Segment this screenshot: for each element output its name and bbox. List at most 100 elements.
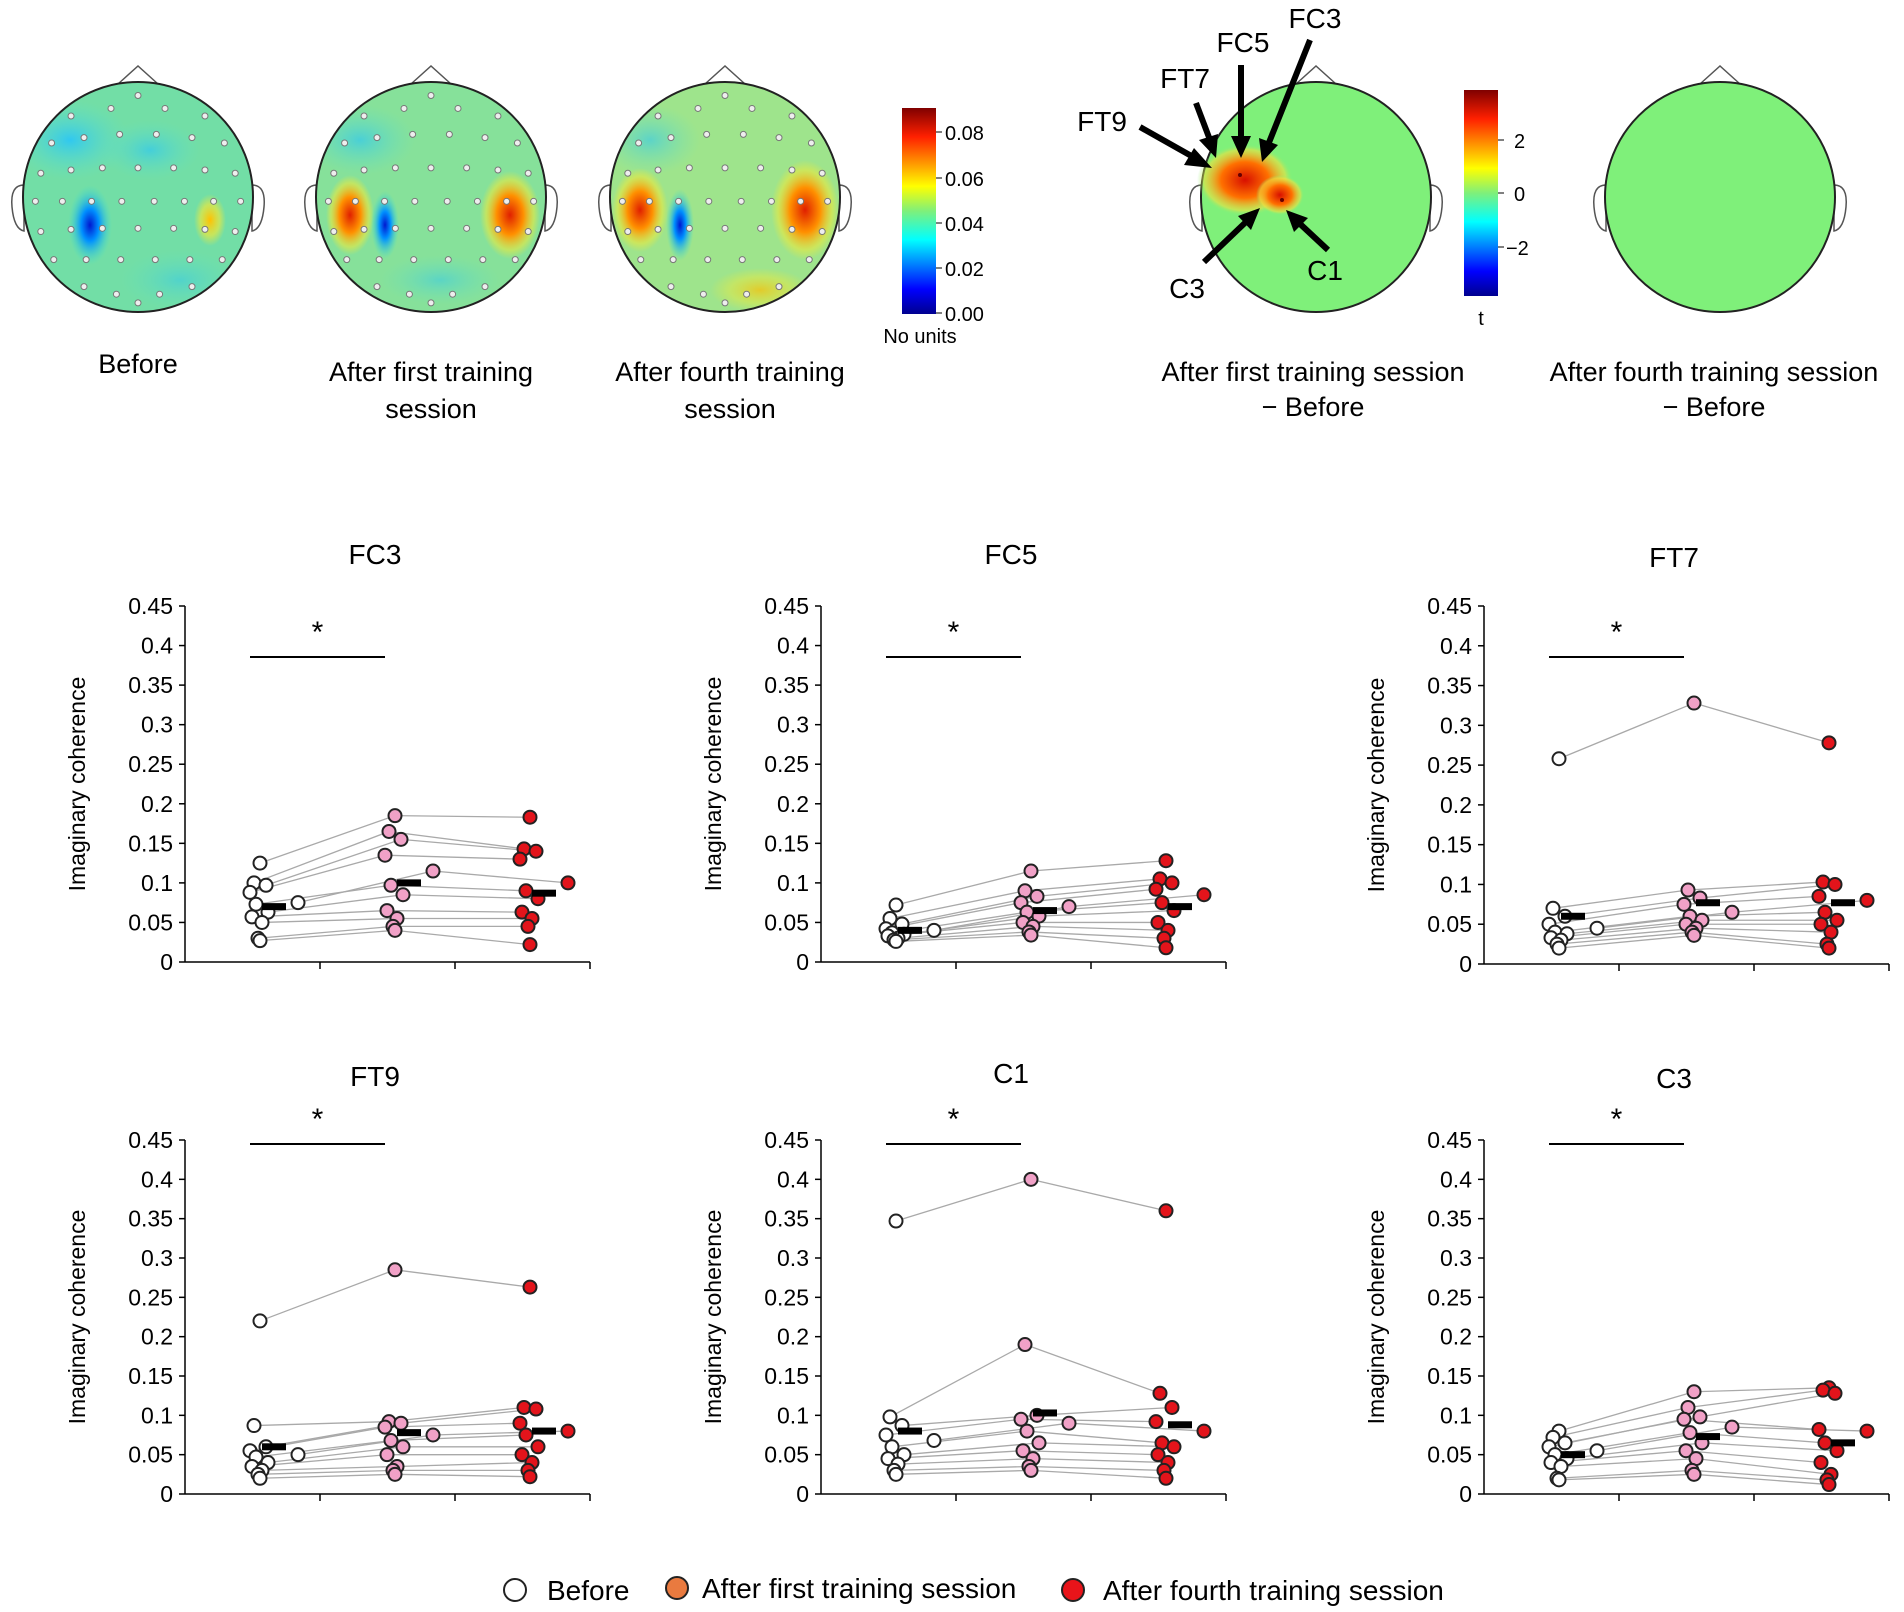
- y-tick-label: 0.1: [1440, 871, 1472, 897]
- subject-line: [1552, 1406, 1689, 1438]
- electrode-dot: [67, 112, 75, 120]
- electrode-dot: [635, 139, 643, 147]
- y-tick-label: 0.25: [764, 1284, 809, 1310]
- subject-line: [889, 1343, 1026, 1418]
- y-tick-label: 0: [160, 1481, 173, 1507]
- data-point-after-fourth: [1829, 912, 1845, 928]
- electrode-dot: [818, 169, 826, 177]
- electrode-dot: [373, 134, 381, 142]
- chart-c1: C1 Imaginary coherence 0.45 0.4 0.35 0.3 0.25 0…: [700, 1058, 1227, 1507]
- subject-line: [1558, 702, 1695, 760]
- electrode-dot: [186, 256, 194, 264]
- electrode-dot: [788, 166, 796, 174]
- topomap-after-fourth: [598, 64, 852, 313]
- y-axis-label: Imaginary coherence: [1363, 1210, 1389, 1425]
- y-axis-label: Imaginary coherence: [64, 1210, 90, 1425]
- electrode-dot: [788, 112, 796, 120]
- subject-line: [1558, 1391, 1695, 1432]
- electrode-dot: [481, 134, 489, 142]
- subject-line: [897, 1457, 1034, 1465]
- y-tick-label: 0.05: [128, 909, 173, 935]
- caption-diff-first-2: − Before: [1262, 392, 1365, 422]
- chart-title: FT9: [350, 1061, 400, 1092]
- y-tick-label: 0.35: [1427, 673, 1472, 699]
- data-point-before: [252, 1470, 268, 1486]
- caption-after-first-2: session: [385, 394, 477, 424]
- y-axis-label: Imaginary coherence: [1363, 678, 1389, 893]
- subject-line: [259, 1269, 396, 1322]
- electrode-dot: [524, 169, 532, 177]
- data-point-after-fourth: [518, 1427, 534, 1443]
- data-point-after-first: [379, 903, 395, 919]
- cbar-t-tick: 2: [1514, 131, 1525, 153]
- electrode-dot: [170, 224, 178, 232]
- chart-ft9: FT9 Imaginary coherence 0.45 0.4 0.35 0.3 0.25…: [64, 1061, 591, 1507]
- data-point-after-first: [425, 1427, 441, 1443]
- electrode-dot: [201, 166, 209, 174]
- caption-diff-fourth: After fourth training session: [1550, 357, 1879, 387]
- subject-line: [255, 884, 392, 905]
- y-tick-label: 0.2: [1440, 1324, 1472, 1350]
- subject-line: [1685, 1450, 1822, 1464]
- electrode-dot: [58, 197, 66, 205]
- electrode-dot: [503, 197, 511, 205]
- data-point-before: [252, 1313, 268, 1329]
- mean-marker: [262, 1443, 286, 1451]
- data-point-before: [1551, 1472, 1567, 1488]
- electrode-dot: [654, 166, 662, 174]
- data-point-after-fourth: [516, 1399, 532, 1415]
- electrode-label: FC5: [1217, 27, 1270, 58]
- electrode-dot: [743, 290, 751, 298]
- subject-line: [1028, 1465, 1165, 1472]
- mean-marker: [1033, 907, 1057, 915]
- electrode-dot: [360, 225, 368, 233]
- subject-line: [895, 870, 1032, 906]
- electrode-dot: [201, 225, 209, 233]
- subject-line: [1693, 702, 1830, 744]
- y-tick-label: 0.3: [141, 712, 173, 738]
- y-tick-label: 0: [796, 1481, 809, 1507]
- data-point-before: [252, 855, 268, 871]
- electrode-dot: [624, 228, 632, 236]
- data-point-after-fourth: [1859, 892, 1875, 908]
- subject-line: [895, 1178, 1032, 1222]
- y-tick-label: 0.4: [777, 633, 809, 659]
- subject-line: [388, 1406, 525, 1423]
- data-point-after-fourth: [560, 1423, 576, 1439]
- electrode-dot: [675, 197, 683, 205]
- electrode-dot: [511, 256, 519, 264]
- electrode-dot: [748, 104, 756, 112]
- data-point-before: [926, 922, 942, 938]
- legend-marker-after-fourth: [1061, 1578, 1085, 1602]
- electrode-dot: [98, 164, 106, 172]
- electrode-dot: [685, 224, 693, 232]
- electrode-dot: [773, 256, 781, 264]
- electrode-dot: [463, 224, 471, 232]
- subject-line: [933, 1422, 1070, 1442]
- electrode-dot: [341, 139, 349, 147]
- subject-line: [259, 1473, 396, 1479]
- data-point-after-fourth: [530, 1439, 546, 1455]
- data-point-after-first: [395, 1439, 411, 1455]
- data-point-after-first: [387, 1262, 403, 1278]
- subject-line: [394, 814, 531, 818]
- electrode-dot: [757, 164, 765, 172]
- electrode-dot: [807, 139, 815, 147]
- electrode-dot: [721, 164, 729, 172]
- data-point-after-fourth: [1811, 1421, 1827, 1437]
- y-tick-label: 0: [160, 949, 173, 975]
- mean-marker: [1831, 899, 1855, 907]
- data-point-after-first: [381, 823, 397, 839]
- mean-marker: [898, 926, 922, 934]
- data-point-before: [1545, 900, 1561, 916]
- electrode-dot: [694, 104, 702, 112]
- electrode-dot: [31, 197, 39, 205]
- data-point-after-first: [1031, 1435, 1047, 1451]
- data-point-after-fourth: [522, 1469, 538, 1485]
- y-tick-label: 0.15: [1427, 832, 1472, 858]
- electrode-dot: [88, 197, 96, 205]
- y-tick-label: 0.25: [764, 751, 809, 777]
- electrode-label: FT9: [1077, 106, 1127, 137]
- data-point-before: [246, 1418, 262, 1434]
